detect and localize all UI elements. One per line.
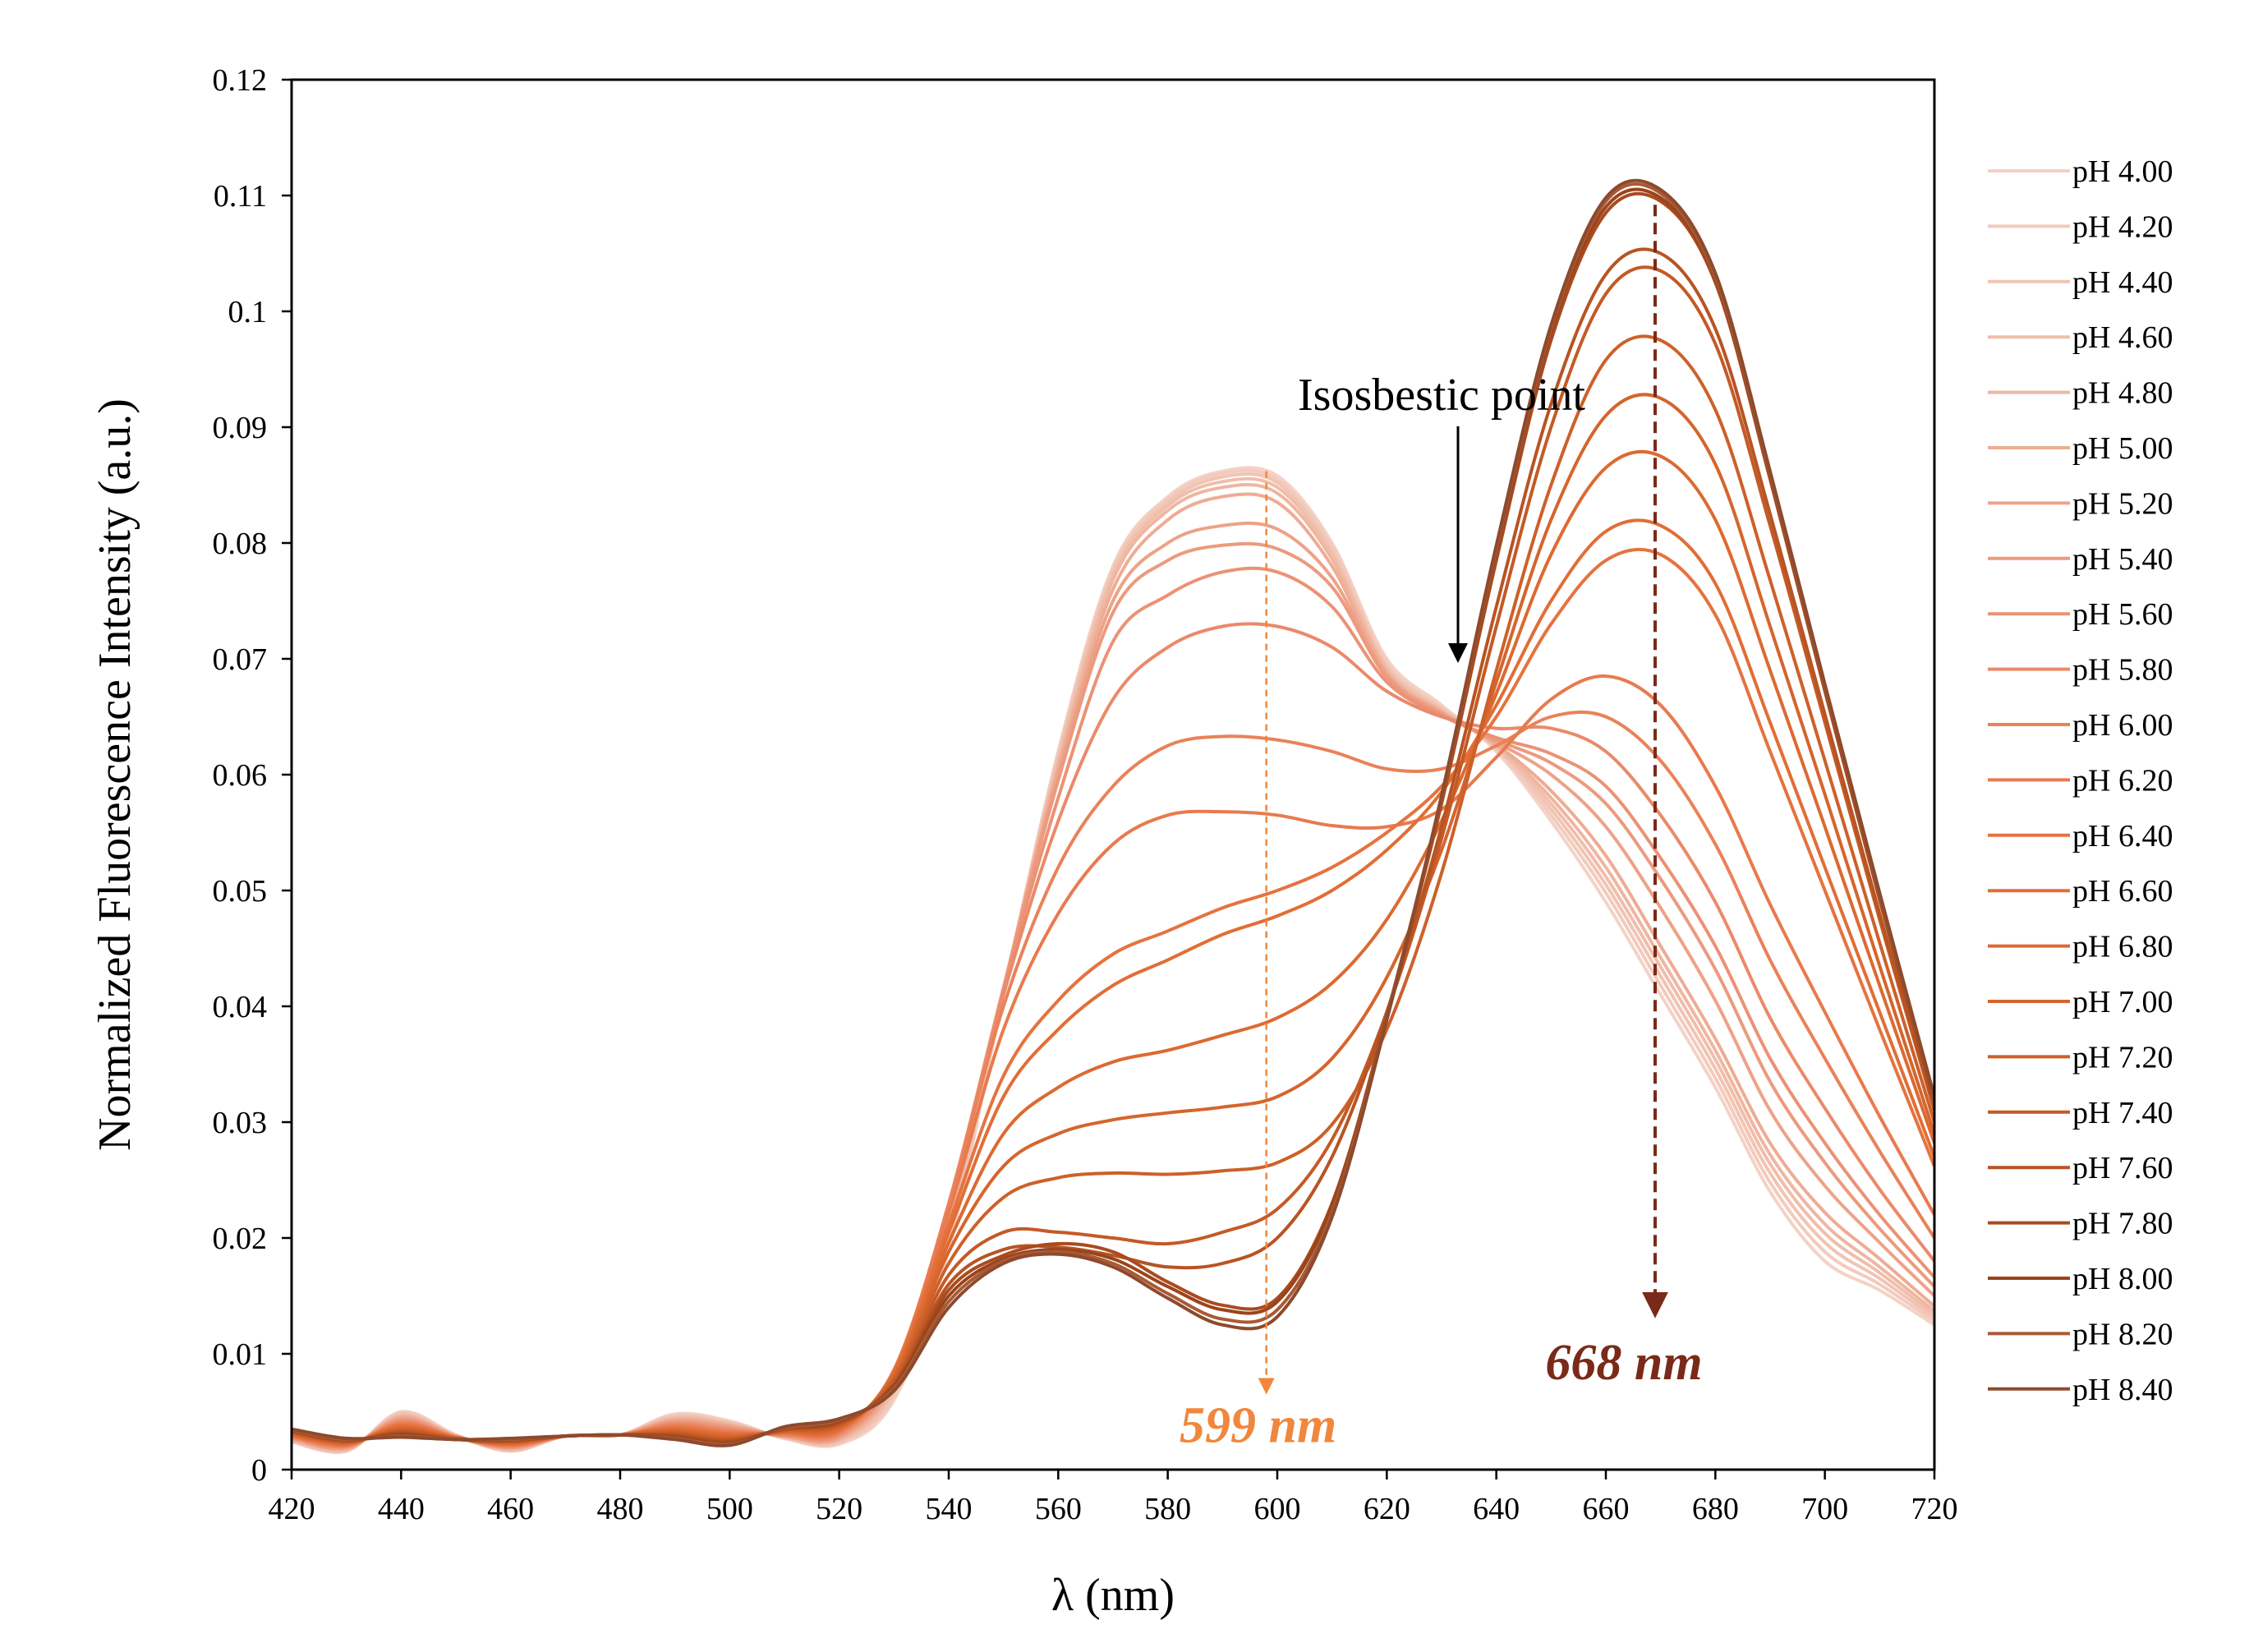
x-tick-label: 680 [1692,1492,1739,1526]
y-tick-label: 0.09 [213,411,268,445]
legend-label: pH 7.80 [2072,1207,2173,1241]
x-tick-label: 460 [487,1492,534,1526]
x-tick-label: 560 [1035,1492,1082,1526]
legend-label: pH 5.80 [2072,653,2173,688]
legend-label: pH 4.60 [2072,320,2173,355]
peak668-label: 668 nm [1545,1335,1702,1391]
legend-label: pH 5.40 [2072,542,2173,577]
x-tick-label: 720 [1911,1492,1958,1526]
x-tick-label: 480 [597,1492,644,1526]
legend-label: pH 4.00 [2072,154,2173,189]
legend-label: pH 7.60 [2072,1151,2173,1185]
y-tick-label: 0.06 [213,758,268,793]
peak599-label: 599 nm [1180,1397,1336,1453]
x-tick-label: 660 [1583,1492,1630,1526]
x-axis-title: λ (nm) [1051,1570,1175,1621]
x-tick-label: 620 [1364,1492,1410,1526]
x-tick-label: 600 [1254,1492,1301,1526]
y-tick-label: 0.05 [213,874,268,909]
legend-label: pH 5.00 [2072,431,2173,466]
y-tick-label: 0.02 [213,1222,268,1256]
legend-label: pH 8.20 [2072,1317,2173,1351]
axis-layer: 420 440 460 480 500 520 540 560 580 600 620 640 660 6… [213,63,1958,1526]
x-tick-label: 420 [269,1492,315,1526]
y-tick-label: 0.08 [213,527,268,561]
annotation-layer: Isosbestic point 599 nm 668 nm [1180,205,1703,1453]
x-tick-label: 640 [1473,1492,1520,1526]
y-tick-label: 0.04 [213,990,268,1024]
legend-label: pH 5.20 [2072,486,2173,521]
y-axis-title: Normalized Fluorescence Intensity (a.u.) [90,398,140,1151]
x-tick-label: 580 [1144,1492,1191,1526]
legend-label: pH 4.40 [2072,265,2173,300]
legend-label: pH 7.40 [2072,1096,2173,1130]
legend-label: pH 6.80 [2072,930,2173,964]
y-tick-label: 0.1 [228,295,268,329]
legend-label: pH 4.80 [2072,376,2173,411]
x-tick-label: 440 [378,1492,425,1526]
legend-label: pH 8.40 [2072,1373,2173,1407]
isosbestic-label: Isosbestic point [1298,370,1585,421]
y-tick-label: 0.03 [213,1106,268,1140]
legend-label: pH 6.60 [2072,874,2173,909]
y-tick-label: 0.01 [213,1337,268,1372]
legend-label: pH 4.20 [2072,209,2173,244]
series-layer [292,178,1934,1454]
legend-label: pH 6.00 [2072,708,2173,743]
legend-label: pH 6.40 [2072,819,2173,854]
y-tick-label: 0.07 [213,642,268,677]
legend-label: pH 5.60 [2072,597,2173,632]
y-tick-label: 0.12 [213,63,268,98]
series-line-ph-8-40 [292,178,1934,1447]
x-tick-label: 700 [1801,1492,1848,1526]
y-tick-label: 0 [251,1453,267,1488]
x-tick-label: 520 [816,1492,862,1526]
legend: pH 4.00 pH 4.20 pH 4.40 pH 4.60 pH 4.80 pH 5.… [1988,154,2173,1407]
legend-label: pH 7.20 [2072,1040,2173,1074]
y-tick-label: 0.11 [214,179,267,214]
legend-label: pH 8.00 [2072,1262,2173,1296]
x-tick-label: 500 [706,1492,753,1526]
x-tick-label: 540 [926,1492,973,1526]
legend-label: pH 7.00 [2072,985,2173,1019]
legend-label: pH 6.20 [2072,763,2173,798]
